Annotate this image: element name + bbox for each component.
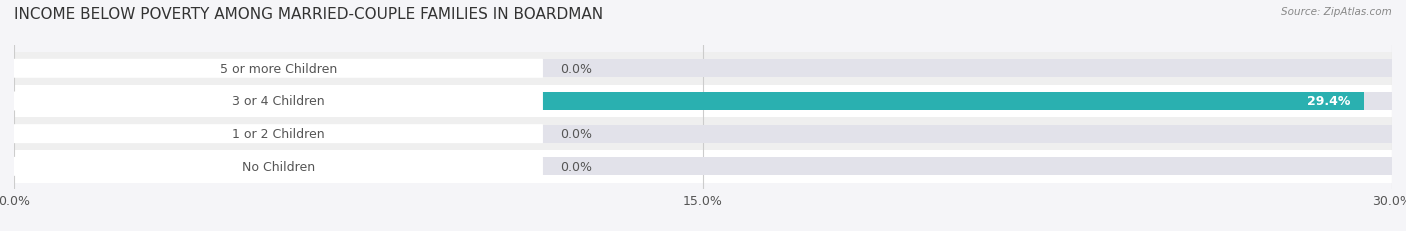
Text: Source: ZipAtlas.com: Source: ZipAtlas.com [1281, 7, 1392, 17]
Bar [14, 53, 1392, 85]
Text: 29.4%: 29.4% [1308, 95, 1351, 108]
FancyBboxPatch shape [14, 157, 543, 176]
Text: 0.0%: 0.0% [561, 63, 592, 76]
Text: 1 or 2 Children: 1 or 2 Children [232, 128, 325, 140]
Bar [14, 118, 1392, 150]
Text: 0.0%: 0.0% [561, 160, 592, 173]
Bar [14, 93, 1392, 110]
Bar [14, 125, 1392, 143]
Bar [14, 60, 1392, 78]
Bar [14, 93, 1364, 110]
FancyBboxPatch shape [14, 125, 543, 143]
Text: No Children: No Children [242, 160, 315, 173]
Text: 5 or more Children: 5 or more Children [219, 63, 337, 76]
Bar [14, 85, 1392, 118]
Text: 3 or 4 Children: 3 or 4 Children [232, 95, 325, 108]
FancyBboxPatch shape [14, 60, 543, 78]
Text: INCOME BELOW POVERTY AMONG MARRIED-COUPLE FAMILIES IN BOARDMAN: INCOME BELOW POVERTY AMONG MARRIED-COUPL… [14, 7, 603, 22]
Bar [14, 150, 1392, 183]
Bar [14, 158, 1392, 176]
Text: 0.0%: 0.0% [561, 128, 592, 140]
FancyBboxPatch shape [14, 92, 543, 111]
